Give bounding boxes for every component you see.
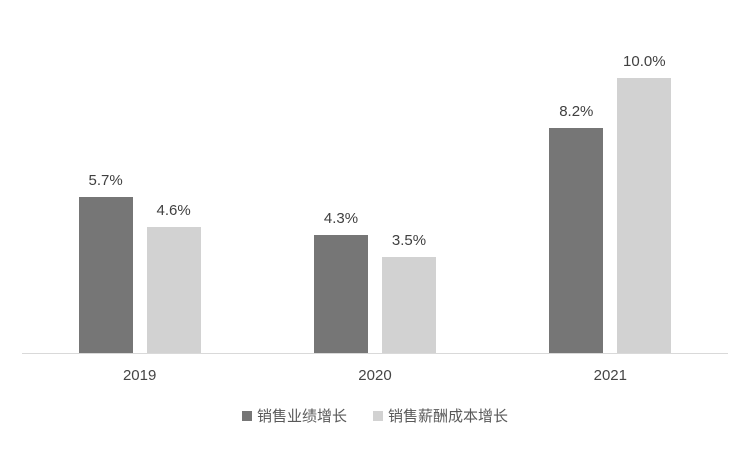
plot-area: 5.7% 4.6% 4.3% 3.5% 8.2% 10.0% [22,40,728,354]
legend: 销售业绩增长 销售薪酬成本增长 [0,405,750,426]
bar [78,196,133,353]
legend-swatch-icon [241,410,252,421]
bar [381,256,436,353]
bar-wrap: 3.5% [381,40,436,353]
bar-wrap: 8.2% [549,40,604,353]
bar-group: 8.2% 10.0% [493,40,728,353]
data-label: 4.6% [156,201,191,219]
bar-group: 5.7% 4.6% [22,40,257,353]
x-axis-labels: 2019 2020 2021 [22,354,728,384]
legend-label: 销售薪酬成本增长 [388,408,509,425]
legend-item: 销售薪酬成本增长 [373,405,508,426]
data-label: 10.0% [623,53,666,71]
bar [617,78,672,353]
legend-item: 销售业绩增长 [241,405,347,426]
bar [549,127,604,353]
x-axis-tick-label: 2020 [358,367,392,384]
bar-wrap: 5.7% [78,40,133,353]
data-label: 4.3% [323,209,359,227]
bar [146,226,201,353]
bar-wrap: 4.6% [146,40,201,353]
bar-wrap: 4.3% [313,40,368,353]
bar-wrap: 10.0% [617,40,672,353]
x-axis-tick-label: 2019 [122,367,157,384]
data-label: 5.7% [88,171,123,189]
data-label: 3.5% [391,231,427,249]
data-label: 8.2% [559,102,594,120]
legend-swatch-icon [373,410,383,421]
legend-label: 销售业绩增长 [256,408,347,425]
x-axis-tick-label: 2021 [593,367,627,384]
bar [313,234,368,353]
bar-group: 4.3% 3.5% [257,40,492,353]
